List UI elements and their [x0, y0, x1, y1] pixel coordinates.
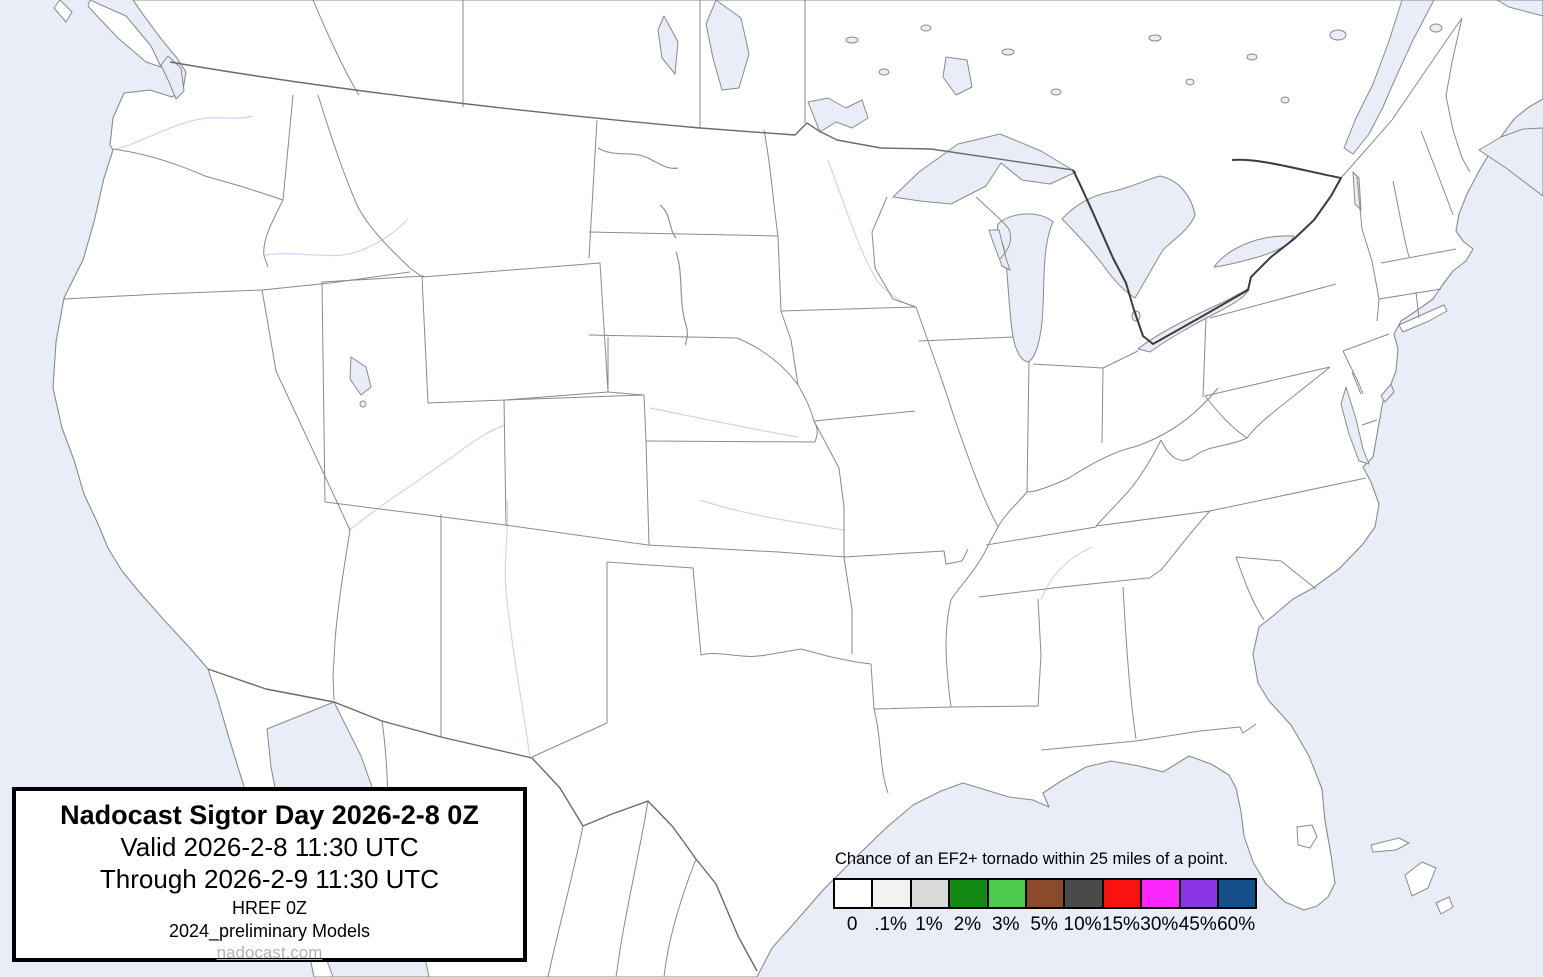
chesapeake-bay: [1340, 386, 1370, 465]
legend-swatch-15%: [1101, 878, 1143, 909]
legend-swatch-45%: [1178, 878, 1219, 909]
vancouver-island: [87, 0, 162, 68]
lake-superior: [892, 133, 1077, 205]
lake-nipigon: [942, 56, 973, 96]
legend-swatch-.1%: [871, 878, 912, 909]
lake-winnipeg: [705, 0, 750, 91]
us-mexico-border: [207, 668, 758, 972]
forecast-title-box: Nadocast Sigtor Day 2026-2-8 0Z Valid 20…: [12, 787, 527, 962]
nadocast-link[interactable]: nadocast.com: [216, 943, 323, 962]
legend-bin-label: 15%: [1101, 914, 1140, 935]
islands: [53, 0, 1454, 915]
bay-of-fundy: [1478, 127, 1543, 197]
through-time: Through 2026-2-9 11:30 UTC: [99, 864, 440, 894]
lake-ontario: [1213, 235, 1295, 268]
legend-bin-label: 2%: [953, 914, 982, 935]
legend-labels: 0 .1% 1% 2% 3% 5% 10% 15% 30% 45% 60%: [833, 914, 1259, 936]
legend-colorbar: [833, 878, 1259, 909]
legend-bin-label: 0: [846, 914, 858, 935]
gulf-st-lawrence: [1496, 0, 1543, 17]
st-lawrence-estuary: [1343, 0, 1435, 155]
great-salt-lake: [349, 356, 372, 396]
reservoirs: [597, 147, 689, 346]
lake-huron: [1061, 175, 1196, 299]
model-run-label: HREF 0Z: [231, 898, 307, 918]
forecast-title: Nadocast Sigtor Day 2026-2-8 0Z: [60, 800, 479, 830]
legend-swatch-5%: [1024, 878, 1066, 909]
legend-swatch-0: [833, 878, 874, 909]
lake-manitoba: [657, 15, 679, 75]
state-borders: [63, 94, 1457, 794]
legend-swatch-2%: [948, 878, 989, 909]
probability-legend: Chance of an EF2+ tornado within 25 mile…: [833, 850, 1259, 936]
legend-swatch-10%: [1063, 878, 1104, 909]
legend-bin-label: 45%: [1178, 914, 1217, 935]
legend-bin-label: 3%: [992, 914, 1020, 935]
lake-michigan: [997, 213, 1054, 363]
legend-bin-label: 10%: [1063, 914, 1102, 935]
legend-swatch-30%: [1140, 878, 1181, 909]
puget-sound: [160, 55, 185, 100]
legend-bin-label: .1%: [874, 914, 907, 935]
long-island: [1398, 304, 1448, 333]
utah-lake: [359, 400, 367, 408]
delaware-bay: [1380, 383, 1395, 403]
lake-okeechobee: [1296, 824, 1318, 849]
valid-time: Valid 2026-2-8 11:30 UTC: [120, 832, 419, 862]
lake-of-the-woods: [807, 97, 869, 133]
website-line: nadocast.com: [16, 942, 523, 963]
legend-bin-label: 1%: [915, 914, 943, 935]
national-borders: [169, 61, 1342, 972]
legend-title: Chance of an EF2+ tornado within 25 mile…: [835, 850, 1229, 868]
legend-bin-label: 5%: [1030, 914, 1058, 935]
legend-swatch-3%: [986, 878, 1027, 909]
legend-bin-label: 60%: [1217, 914, 1256, 935]
bahamas: [1370, 837, 1410, 853]
models-note: 2024_preliminary Models: [168, 921, 371, 941]
legend-bin-label: 30%: [1140, 914, 1179, 935]
legend-swatch-60%: [1216, 878, 1258, 909]
legend-swatch-1%: [909, 878, 951, 909]
province-borders: [312, 0, 1471, 977]
green-bay: [988, 229, 1011, 271]
